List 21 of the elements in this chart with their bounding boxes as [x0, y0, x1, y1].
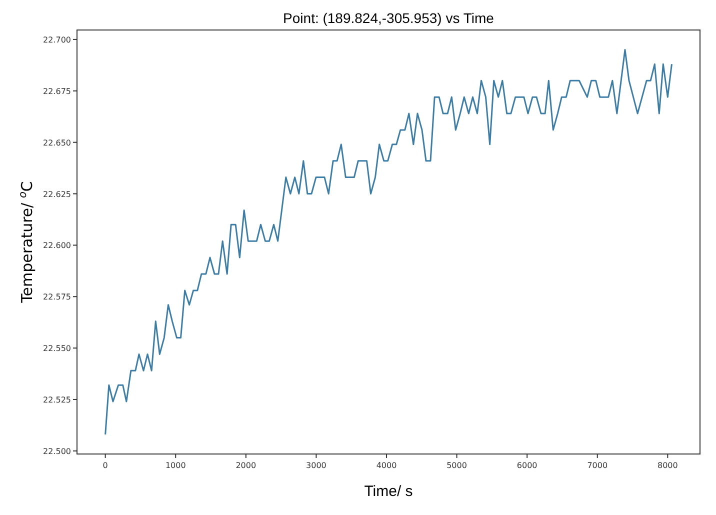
- y-tick-label: 22.575: [43, 292, 71, 302]
- x-tick-label: 4000: [376, 461, 397, 470]
- x-axis-title: Time/ s: [364, 483, 413, 500]
- x-tick-label: 7000: [587, 461, 608, 470]
- x-tick-label: 0: [102, 461, 108, 470]
- y-tick-label: 22.650: [43, 138, 71, 148]
- line-series: [104, 49, 672, 436]
- y-tick-label: 22.700: [43, 35, 71, 44]
- x-tick-label: 5000: [446, 461, 467, 470]
- x-tick-label: 3000: [306, 461, 326, 470]
- chart-title: Point: (189.824,-305.953) vs Time: [283, 10, 494, 26]
- y-tick-label: 22.600: [43, 241, 71, 250]
- x-tick-label: 2000: [236, 461, 256, 470]
- x-tick-label: 8000: [657, 461, 678, 470]
- y-tick-label: 22.500: [43, 446, 71, 456]
- y-tick-label: 22.550: [43, 344, 71, 354]
- x-tick-label: 1000: [165, 461, 186, 470]
- y-tick-label: 22.625: [43, 190, 71, 199]
- y-tick-label: 22.525: [43, 395, 71, 404]
- x-tick-label: 6000: [516, 461, 538, 470]
- y-tick-label: 22.675: [43, 86, 71, 96]
